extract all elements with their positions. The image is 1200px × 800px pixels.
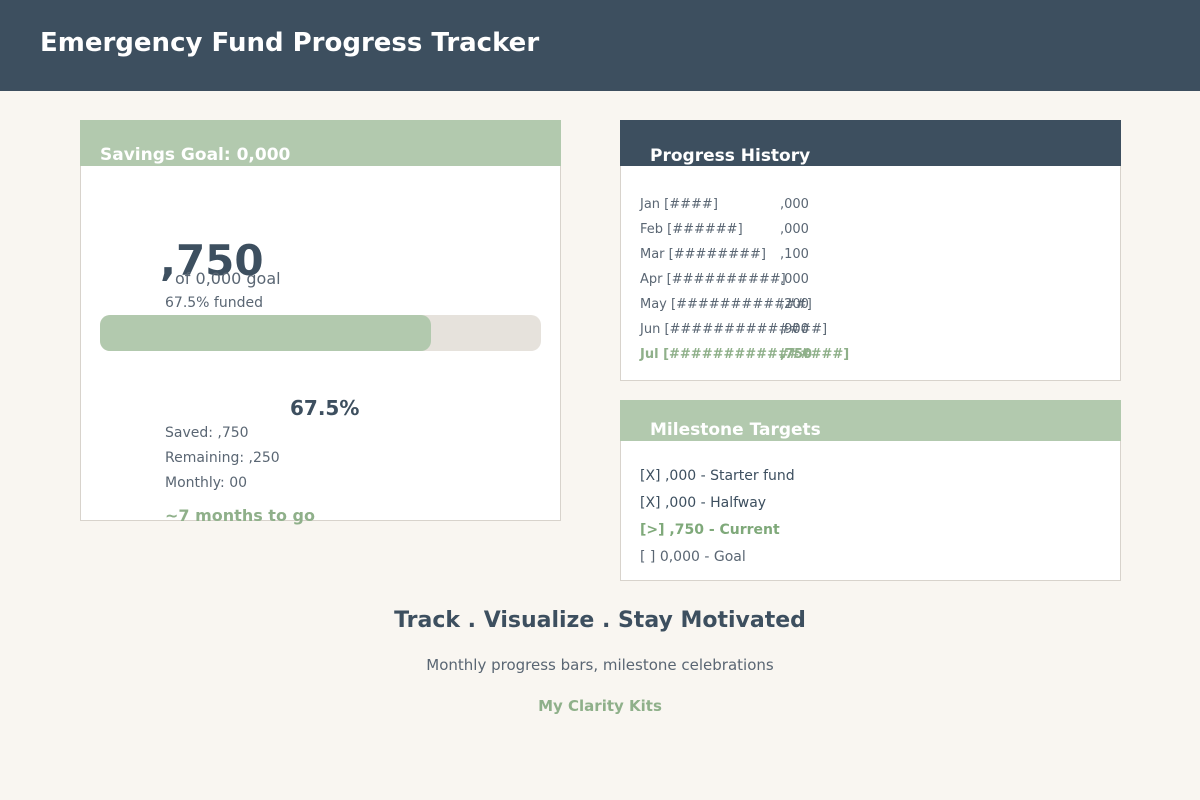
history-row-value: ,900: [780, 322, 809, 337]
remaining-stat: Remaining: ,250: [165, 450, 280, 466]
history-row-value: ,200: [780, 297, 809, 312]
progress-bar-fill: [100, 315, 431, 351]
milestone-targets-card: Milestone Targets [X] ,000 - Starter fun…: [620, 400, 1121, 581]
savings-goal-card-header: Savings Goal: 0,000: [80, 120, 561, 166]
percent-label: 67.5%: [290, 396, 360, 420]
history-row-label: Feb [######]: [640, 222, 743, 237]
history-row-label: Jul [################]: [640, 347, 850, 362]
history-row: May [############] ,200: [621, 297, 1121, 317]
milestone-item: [X] ,000 - Starter fund: [640, 468, 795, 484]
history-row: Apr [##########] ,000: [621, 272, 1121, 292]
history-row-value: ,000: [780, 272, 809, 287]
savings-goal-heading: Savings Goal: 0,000: [100, 145, 291, 165]
history-row: Feb [######] ,000: [621, 222, 1121, 242]
monthly-stat: Monthly: 00: [165, 475, 248, 491]
history-row-label: Apr [##########]: [640, 272, 786, 287]
milestone-item: [>] ,750 - Current: [640, 522, 780, 538]
header-bar: Emergency Fund Progress Tracker: [0, 0, 1200, 91]
milestone-item: [X] ,000 - Halfway: [640, 495, 767, 511]
history-row: Jan [####] ,000: [621, 197, 1121, 217]
milestone-targets-header: Milestone Targets: [620, 400, 1121, 441]
funded-percent-text: 67.5% funded: [165, 295, 263, 311]
months-to-go: ~7 months to go: [165, 506, 315, 525]
history-row-value: ,000: [780, 222, 809, 237]
tagline: Track . Visualize . Stay Motivated: [394, 608, 806, 633]
progress-history-heading: Progress History: [650, 146, 811, 166]
history-row-value: ,100: [780, 247, 809, 262]
history-row-value: ,000: [780, 197, 809, 212]
brand-link[interactable]: My Clarity Kits: [538, 697, 662, 715]
history-row: Mar [########] ,100: [621, 247, 1121, 267]
goal-caption: of 0,000 goal: [175, 269, 281, 288]
history-row-value: ,750: [780, 347, 813, 362]
page-title: Emergency Fund Progress Tracker: [40, 28, 540, 58]
progress-bar: [100, 315, 541, 351]
history-row: Jun [##############] ,900: [621, 322, 1121, 342]
history-row-label: Mar [########]: [640, 247, 766, 262]
savings-goal-card: Savings Goal: 0,000 ,750 of 0,000 goal 6…: [80, 120, 561, 525]
progress-history-header: Progress History: [620, 120, 1121, 166]
history-row-label: Jan [####]: [640, 197, 718, 212]
progress-history-card: Progress History Jan [####] ,000 Feb [####…: [620, 120, 1121, 381]
milestone-item: [ ] 0,000 - Goal: [640, 549, 746, 565]
history-row: Jul [################] ,750: [621, 347, 1121, 367]
milestone-targets-heading: Milestone Targets: [650, 420, 821, 440]
history-row-label: Jun [##############]: [640, 322, 828, 337]
subline: Monthly progress bars, milestone celebra…: [426, 656, 774, 674]
history-row-label: May [############]: [640, 297, 812, 312]
saved-stat: Saved: ,750: [165, 425, 249, 441]
saved-amount: ,750: [160, 236, 264, 285]
